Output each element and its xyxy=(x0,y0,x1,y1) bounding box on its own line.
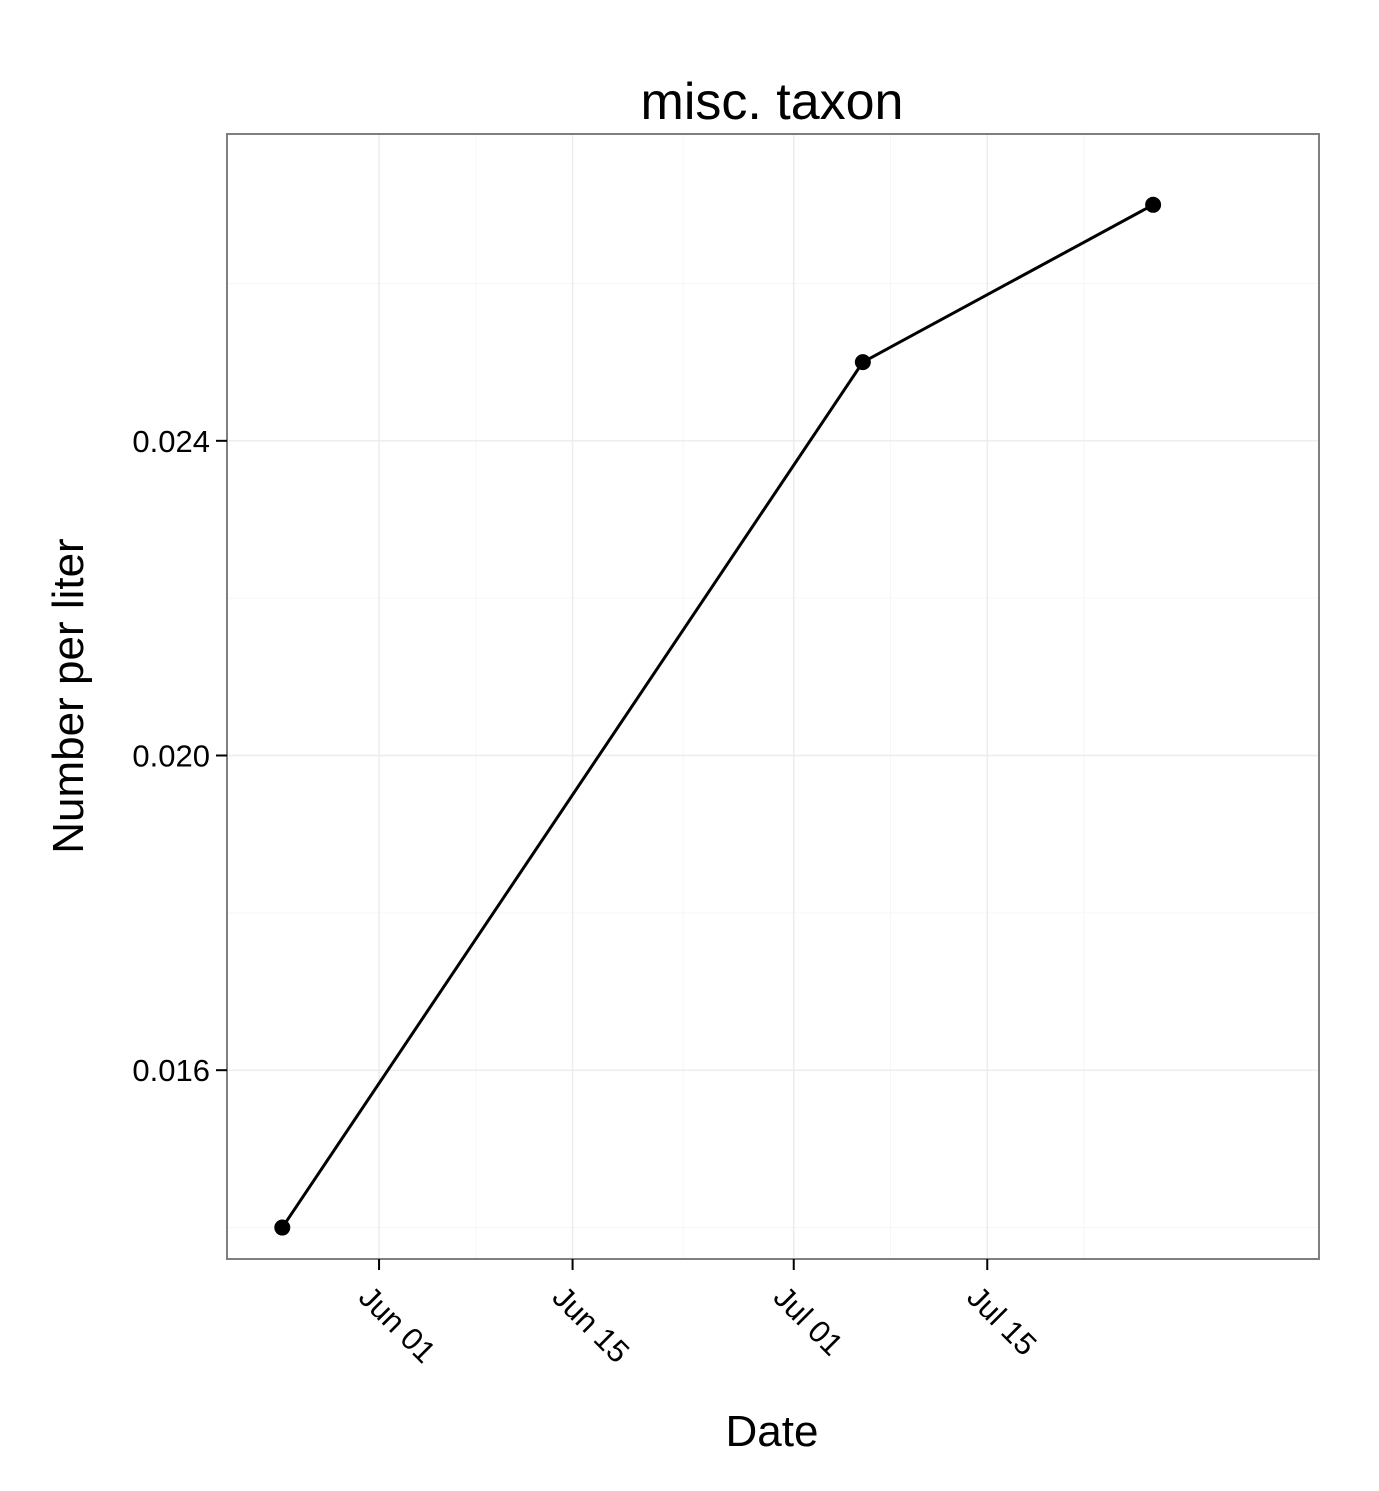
minor-gridlines xyxy=(227,134,1319,1259)
series-layer xyxy=(274,196,1162,1236)
y-tick-label: 0.016 xyxy=(132,1053,210,1088)
data-point xyxy=(1145,196,1162,213)
y-tick-label: 0.024 xyxy=(132,424,210,459)
major-gridlines xyxy=(227,134,1319,1259)
y-axis-title: Number per liter xyxy=(44,538,93,853)
plot-panel xyxy=(227,134,1319,1259)
chart-title: misc. taxon xyxy=(641,73,904,131)
y-tick-label: 0.020 xyxy=(132,739,210,774)
data-point xyxy=(274,1219,291,1236)
x-axis-title: Date xyxy=(726,1407,819,1456)
y-axis: 0.016 0.020 0.024 xyxy=(132,424,227,1088)
data-point xyxy=(854,354,871,371)
plot-border xyxy=(226,133,1320,1260)
